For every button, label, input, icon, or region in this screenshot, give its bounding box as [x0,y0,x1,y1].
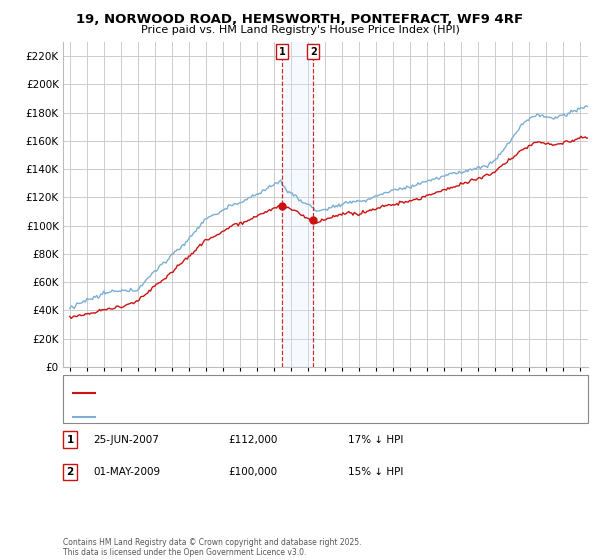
Text: 1: 1 [278,47,285,57]
Text: 2: 2 [67,467,74,477]
Text: Price paid vs. HM Land Registry's House Price Index (HPI): Price paid vs. HM Land Registry's House … [140,25,460,35]
Text: 25-JUN-2007: 25-JUN-2007 [93,435,159,445]
Text: 01-MAY-2009: 01-MAY-2009 [93,467,160,477]
Text: 2: 2 [310,47,317,57]
Text: Contains HM Land Registry data © Crown copyright and database right 2025.
This d: Contains HM Land Registry data © Crown c… [63,538,361,557]
Text: 15% ↓ HPI: 15% ↓ HPI [348,467,403,477]
Text: 17% ↓ HPI: 17% ↓ HPI [348,435,403,445]
Text: HPI: Average price, semi-detached house, Wakefield: HPI: Average price, semi-detached house,… [103,412,352,421]
Bar [282,42,313,367]
Text: £112,000: £112,000 [228,435,277,445]
Text: 19, NORWOOD ROAD, HEMSWORTH, PONTEFRACT, WF9 4RF: 19, NORWOOD ROAD, HEMSWORTH, PONTEFRACT,… [76,13,524,26]
Text: 19, NORWOOD ROAD, HEMSWORTH, PONTEFRACT, WF9 4RF (semi-detached house): 19, NORWOOD ROAD, HEMSWORTH, PONTEFRACT,… [103,389,501,398]
Text: £100,000: £100,000 [228,467,277,477]
Text: 1: 1 [67,435,74,445]
